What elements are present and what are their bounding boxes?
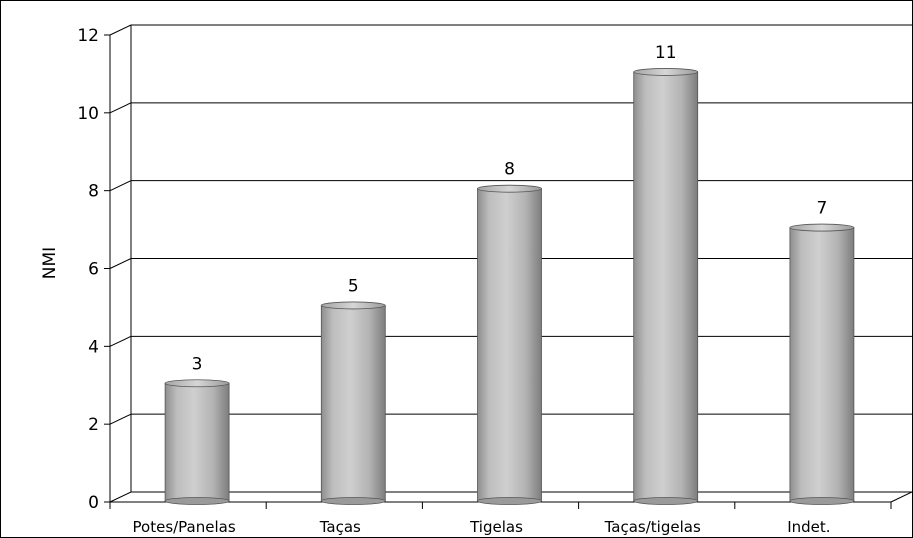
y-tick-label: 10 (77, 104, 99, 124)
x-category-label: Taças (319, 518, 361, 536)
bar-top (477, 184, 542, 193)
bar (633, 71, 699, 502)
bar-base (789, 497, 855, 505)
data-label: 7 (816, 199, 827, 219)
x-category-labels: Potes/Panelas Taças Tigelas Taças/tigelas In… (133, 518, 831, 536)
bar-top (320, 301, 386, 310)
bar-base (164, 497, 230, 505)
gridline-wall (109, 491, 132, 503)
y-tick-label: 6 (88, 260, 99, 280)
y-tick-labels: 0 2 4 6 8 10 12 (77, 26, 99, 513)
y-tick-label: 4 (88, 337, 99, 357)
x-category-label: Potes/Panelas (133, 518, 236, 536)
gridline-wall (109, 24, 132, 36)
data-labels: 3 5 8 11 7 (192, 43, 828, 374)
bar-top (789, 223, 855, 232)
x-category-label: Indet. (787, 518, 830, 536)
gridline-wall (109, 102, 132, 114)
y-tick-label: 12 (77, 26, 99, 46)
bar (320, 305, 386, 502)
bar-base (633, 497, 699, 505)
bar (477, 188, 542, 502)
data-label: 11 (655, 43, 677, 63)
x-category-label: Tigelas (469, 518, 523, 536)
bar-base (320, 497, 386, 505)
y-tick-label: 8 (88, 182, 99, 202)
gridline-wall (109, 413, 132, 425)
data-label: 3 (192, 354, 203, 374)
y-axis-label: NMI (40, 247, 60, 279)
x-category-label: Taças/tigelas (604, 518, 701, 536)
gridline-wall (109, 335, 132, 347)
y-tick-label: 2 (88, 415, 99, 435)
y-tick-label: 0 (88, 493, 99, 513)
floor-right-edge (890, 491, 912, 503)
bar (164, 382, 230, 502)
bar (789, 227, 855, 502)
bars (164, 68, 855, 505)
data-label: 5 (348, 276, 359, 296)
bar-top (164, 379, 230, 388)
gridline-wall (109, 258, 132, 269)
bar-top (633, 68, 699, 76)
data-label: 8 (504, 160, 515, 180)
gridline-wall (109, 180, 132, 192)
bar-base (477, 497, 542, 505)
